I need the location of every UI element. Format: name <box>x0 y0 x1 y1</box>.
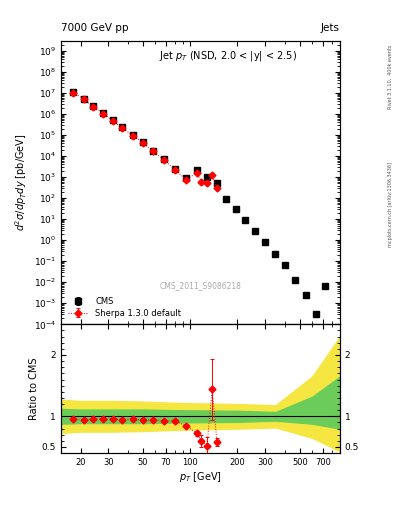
X-axis label: $p_T$ [GeV]: $p_T$ [GeV] <box>179 470 222 484</box>
Text: Rivet 3.1.10,  400k events: Rivet 3.1.10, 400k events <box>388 45 393 109</box>
Y-axis label: Ratio to CMS: Ratio to CMS <box>29 357 39 420</box>
Text: Jet $p_T$ (NSD, 2.0 < |y| < 2.5): Jet $p_T$ (NSD, 2.0 < |y| < 2.5) <box>158 50 297 63</box>
Y-axis label: $d^2\sigma/dp_T dy$ [pb/GeV]: $d^2\sigma/dp_T dy$ [pb/GeV] <box>14 134 29 231</box>
Text: 7000 GeV pp: 7000 GeV pp <box>61 23 129 33</box>
Legend: CMS, Sherpa 1.3.0 default: CMS, Sherpa 1.3.0 default <box>65 294 184 320</box>
Text: Jets: Jets <box>321 23 340 33</box>
Text: mcplots.cern.ch [arXiv:1306.3436]: mcplots.cern.ch [arXiv:1306.3436] <box>388 162 393 247</box>
Text: CMS_2011_S9086218: CMS_2011_S9086218 <box>160 281 241 290</box>
